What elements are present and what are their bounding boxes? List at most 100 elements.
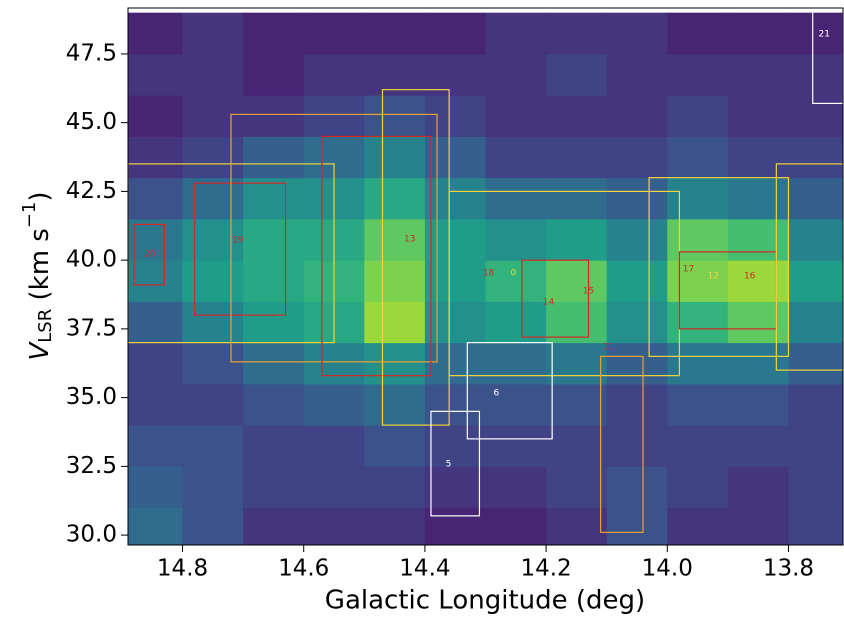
contour [600,355,644,533]
heat-cell [424,177,486,220]
heat-cell [546,12,608,55]
x-tick-label: 14.6 [278,556,329,582]
heat-cell [182,218,244,261]
heat-cell [788,218,843,261]
heat-cell [667,260,729,302]
heat-cell [606,383,668,426]
heat-cell [485,425,547,467]
heat-cell [727,301,789,344]
heat-cell [243,218,305,261]
heat-cell [128,53,184,96]
heat-cell [182,342,244,385]
heat-cell [546,342,608,385]
contour [775,163,843,371]
heat-cell [667,95,729,137]
contour-label: 11 [603,343,614,353]
heat-cell [606,466,668,509]
contour-label: 20 [144,250,156,260]
heat-cell [788,12,843,55]
contour [133,223,165,286]
heat-cell [424,218,486,261]
heat-cell [788,177,843,220]
heat-cell [788,260,843,302]
heat-cell [546,136,608,179]
heat-cell [485,507,547,545]
heat-cell [364,218,426,261]
heat-cell [424,466,486,509]
heat-cell [243,301,305,344]
heat-cell [606,507,668,545]
heat-cell [667,136,729,179]
heat-cell [424,260,486,302]
contour [521,259,590,338]
y-label-sub: LSR [35,309,56,343]
heat-cell [546,177,608,220]
heat-cell [727,342,789,385]
heat-cell [128,136,184,179]
heat-cell [182,507,244,545]
heat-cell [606,136,668,179]
y-tick-label: 42.5 [66,178,117,204]
heat-cell [606,260,668,302]
heat-cell [364,177,426,220]
heat-cell [303,95,365,137]
heat-cell [546,260,608,302]
heat-cell [727,260,789,302]
heat-cell [546,466,608,509]
contour-label: 16 [744,272,756,282]
heat-cell [485,260,547,302]
heat-cell [182,95,244,137]
contour-label: 0 [511,269,517,279]
contour-label: 12 [708,272,719,282]
heat-cell [128,425,184,467]
heat-cell [424,53,486,96]
x-tick-label: 14.0 [642,556,693,582]
heat-cell [606,425,668,467]
contour [648,177,790,357]
contour-label: 19 [232,236,244,246]
heat-cell [727,177,789,220]
heat-cell [424,136,486,179]
y-tick-label: 40.0 [66,247,117,273]
contour [230,113,438,363]
heat-cell [364,53,426,96]
heat-cell [182,425,244,467]
heat-cell [182,466,244,509]
heat-cell [667,53,729,96]
heat-cell [182,383,244,426]
heat-cell [788,466,843,509]
heat-cell [727,466,789,509]
y-tick-label: 45.0 [66,109,117,135]
heat-cell [727,218,789,261]
heat-cell [303,425,365,467]
heat-cell [243,425,305,467]
contour-label: 14 [543,297,555,307]
plot-area: 20 19 13 18 0 14 15 11 17 12 16 6 5 21 [128,8,843,545]
contour-label: 17 [683,264,694,274]
heat-cell [182,301,244,344]
heat-cell [424,95,486,137]
heat-cell [303,466,365,509]
contour [321,135,432,377]
heat-cell [667,425,729,467]
heat-cell [727,136,789,179]
heat-cell [364,95,426,137]
heat-cell [727,12,789,55]
heat-cell [424,342,486,385]
heat-cell [606,342,668,385]
plot-frame [127,7,844,546]
heat-cell [243,260,305,302]
heat-cell [243,12,305,55]
heat-cell [546,425,608,467]
heat-cell [303,53,365,96]
heat-cell [667,507,729,545]
x-tick-label: 14.2 [520,556,571,582]
heat-cell [546,507,608,545]
heat-cell [303,383,365,426]
heat-cell [606,12,668,55]
y-tick-label: 47.5 [66,40,117,66]
contour [466,342,553,440]
heat-cell [364,425,426,467]
heat-cell [788,95,843,137]
